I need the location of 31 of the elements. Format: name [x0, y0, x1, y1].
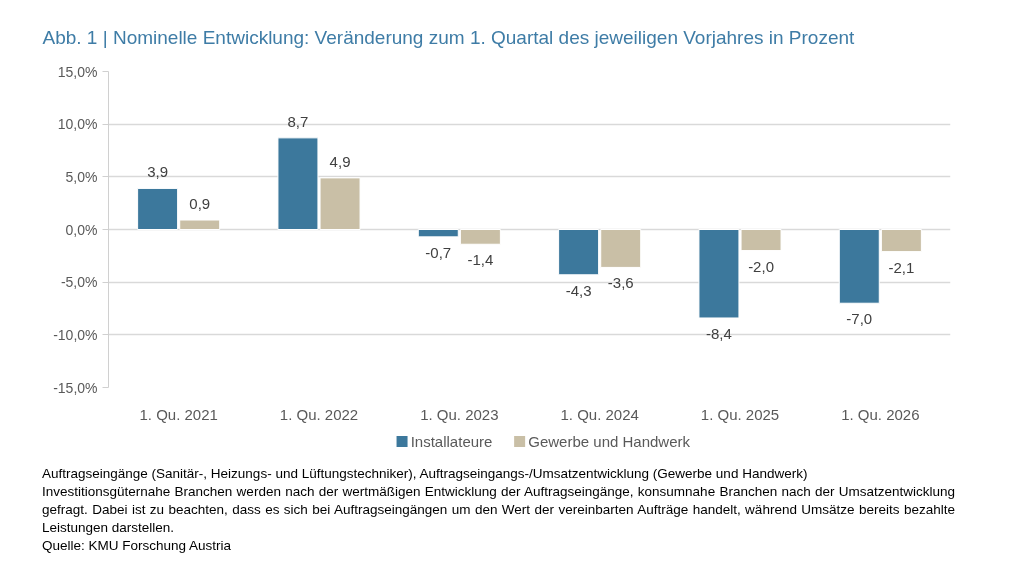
- data-label: -7,0: [846, 310, 873, 328]
- y-tick-label: -10,0%: [53, 326, 98, 343]
- text: Auftragseingänge (Sanitär-, Heizungs- und Lüftungstechniker), Auftragseingangs-/Umsatzentwicklung (Gewerbe und Handwerk): [42, 465, 809, 483]
- data-label: -4,3: [565, 281, 592, 299]
- y-tick-label: 0,0%: [65, 221, 98, 238]
- data-label: 8,7: [287, 112, 309, 130]
- data-label: -3,6: [607, 274, 634, 292]
- data-label: 4,9: [329, 152, 351, 170]
- x-tick-label: 1. Qu. 2026: [841, 405, 920, 423]
- legend-label: Installateure: [410, 433, 493, 450]
- x-tick-label: 1. Qu. 2024: [560, 405, 639, 423]
- data-label: -1,4: [467, 251, 494, 269]
- legend-label: Gewerbe und Handwerk: [528, 433, 691, 450]
- data-label: 0,9: [189, 195, 211, 213]
- data-label: -8,4: [706, 324, 732, 342]
- data-label: -0,7: [425, 243, 452, 261]
- data-label: -2,1: [888, 258, 915, 276]
- data-label: -2,0: [748, 257, 774, 275]
- y-tick-label: -5,0%: [60, 274, 98, 291]
- y-tick-label: 10,0%: [57, 116, 98, 133]
- y-tick-label: -15,0%: [53, 379, 98, 396]
- x-tick-label: 1. Qu. 2021: [139, 405, 218, 423]
- x-tick-label: 1. Qu. 2025: [700, 405, 780, 423]
- y-tick-label: 5,0%: [65, 168, 98, 185]
- data-label: 3,9: [147, 163, 169, 181]
- text: Investitionsgüternahe Branchen werden nach der wertmäßigen Entwicklung der Auftragseingänge, konsumnahe Branchen nach der Umsatzentwicklung gefragt. Dabei ist zu beachten, dass es sich bei Auftragseingängen um den Wert der vereinbarten Aufträge handelt, während Umsätze bereits bezahlte Leistungen darstellen.: [42, 483, 955, 537]
- chart-title: Abb. 1 | Nominelle Entwicklung: Veränderung zum 1. Quartal des jeweiligen Vorjahres in Prozent: [42, 26, 856, 48]
- y-tick-label: 15,0%: [57, 63, 98, 80]
- x-tick-label: 1. Qu. 2022: [279, 405, 359, 423]
- source-note: Quelle: KMU Forschung Austria: [42, 537, 233, 555]
- x-tick-label: 1. Qu. 2023: [420, 405, 499, 423]
